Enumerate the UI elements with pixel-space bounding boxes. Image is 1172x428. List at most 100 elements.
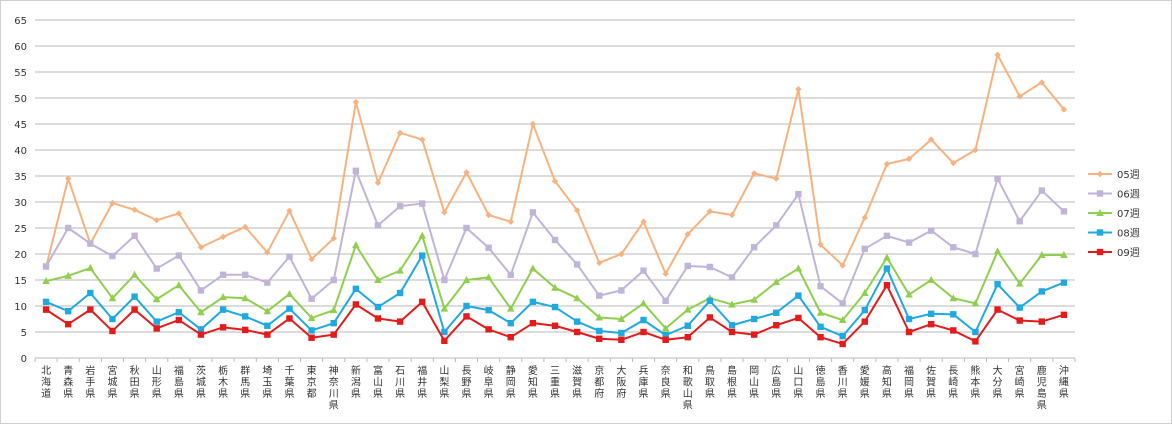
data-point [308,334,315,341]
legend-label: 06週 [1117,189,1140,201]
data-point [795,314,802,322]
data-point [551,283,559,291]
y-tick-label: 30 [14,198,27,209]
data-point [1038,79,1046,86]
x-tick-label: 神奈川県 [329,364,339,412]
x-tick-label: 香川県 [838,365,848,400]
data-point [861,214,868,221]
data-point [1038,318,1046,325]
data-point [750,295,758,303]
data-point [839,332,846,340]
x-tick-label: 奈良県 [661,364,671,400]
data-point [485,211,492,219]
data-point [264,249,271,256]
data-point [994,280,1001,288]
data-point [441,276,448,284]
data-point [485,306,492,314]
data-point [949,294,958,302]
data-point [551,178,559,185]
data-point [994,306,1001,313]
data-point [197,244,205,251]
data-point [861,306,868,314]
legend-swatch-marker [1096,229,1104,236]
series-3 [42,231,1068,332]
data-point [905,328,913,336]
data-point [131,232,138,239]
x-tick-label: 兵庫県 [639,364,649,400]
x-tick-label: 長野県 [461,365,471,400]
data-point [329,306,338,314]
data-point [286,315,293,322]
data-point [972,338,979,345]
data-point [662,270,669,277]
data-point [109,315,116,323]
x-tick-label: 山形県 [152,365,162,400]
data-point [728,328,736,336]
x-axis: 北海道 青森県 岩手県 宮城県 秋田県 山形県 福島県 茨城県 栃木県 群馬県 埼玉県 千葉県 東京都 神… [34,358,1076,412]
data-point [87,289,94,297]
data-point [396,318,404,325]
data-point [64,175,72,182]
x-tick-label: 広島県 [771,364,781,400]
x-tick-label: 秋田県 [130,364,140,400]
data-point [42,263,50,270]
data-point [927,310,935,317]
data-point [772,278,781,286]
x-tick-label: 愛媛県 [860,364,870,400]
data-point [773,175,780,182]
data-point [950,327,957,334]
data-point [618,329,625,337]
legend-item: 05週 [1088,169,1140,181]
data-point [484,273,493,281]
data-point [795,85,802,93]
data-point [175,252,183,259]
data-point [42,298,50,306]
y-tick-label: 35 [14,172,27,183]
x-tick-label: 鹿児島県 [1037,364,1047,412]
data-point [683,305,692,313]
data-point [463,224,470,232]
data-point [662,336,669,343]
data-point [419,136,426,143]
data-point [109,252,116,260]
data-point [971,299,980,307]
data-point [994,175,1001,182]
data-point [462,276,471,283]
y-tick-label: 60 [14,42,27,53]
data-point [396,289,404,297]
x-tick-label: 茨城県 [196,364,206,400]
x-tick-label: 石川県 [395,366,405,400]
data-point [219,271,227,278]
data-point [152,295,161,303]
x-tick-label: 高知県 [882,364,892,400]
data-point [639,299,648,307]
data-point [640,316,647,324]
data-point [175,281,183,289]
x-tick-label: 静岡県 [506,364,516,400]
data-point [219,306,227,313]
x-tick-label: 佐賀県 [926,365,936,400]
data-point [64,271,72,279]
y-tick-label: 20 [14,250,27,261]
x-tick-label: 新潟県 [351,364,361,400]
x-tick-label: 和歌山県 [683,365,693,412]
data-point [441,209,448,216]
data-point [108,294,117,302]
series-5 [42,282,1068,348]
data-point [573,207,581,214]
data-point [440,304,449,312]
y-tick-label: 50 [14,94,27,105]
data-point [596,335,603,342]
data-point [396,129,404,137]
data-point [595,313,604,321]
data-point [883,232,891,239]
data-point [1060,251,1068,259]
data-point [684,334,691,341]
data-point [374,222,382,229]
data-point [307,313,316,321]
x-tick-label: 大阪府 [616,364,626,400]
data-point [64,321,72,328]
data-point [463,302,470,310]
data-point [551,322,559,329]
data-point [684,262,691,270]
